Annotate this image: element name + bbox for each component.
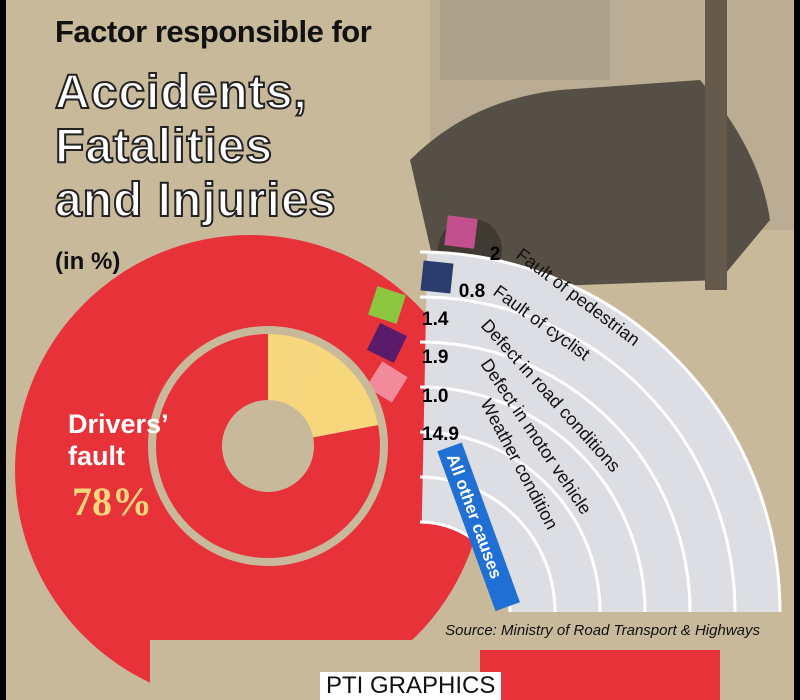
headline: and Injuries [54, 173, 337, 228]
donut-segment [276, 335, 298, 402]
category-label: Drivers’ fault [68, 409, 168, 471]
border [794, 0, 800, 700]
swatch [437, 442, 520, 612]
source: Source: Ministry of Road Transport & Hig… [445, 622, 760, 639]
value-label: 1.9 [422, 347, 448, 368]
footer: PTI GRAPHICS [320, 672, 502, 700]
donut-segment [273, 334, 288, 401]
donut [148, 326, 388, 566]
band [480, 650, 720, 700]
headline: Accidents, [54, 65, 308, 120]
fan-ring [419, 430, 602, 613]
headline: Fatalities [54, 119, 274, 174]
value-label: 2 [490, 244, 501, 265]
swatch [366, 322, 408, 364]
fan-ring [419, 385, 647, 613]
subtitle: (in %) [55, 248, 121, 275]
swatch [420, 260, 454, 294]
fan-ring [419, 295, 737, 613]
swatch [366, 361, 408, 403]
fan-bg [421, 252, 780, 612]
value-label: 1.4 [422, 309, 449, 330]
chart-title: Factor responsible for [55, 14, 372, 49]
value-label: 1.0 [422, 386, 448, 407]
swatch [368, 286, 406, 324]
value-label: 0.8 [459, 281, 485, 302]
swatch [444, 215, 478, 249]
donut-segment [155, 334, 380, 558]
car-photo [410, 0, 794, 290]
value-label: 78% [72, 479, 152, 524]
value-label: 14.9 [422, 424, 459, 445]
border [0, 0, 6, 700]
fan-ring [419, 250, 782, 613]
fan-ring [419, 340, 692, 613]
donut-segment [268, 334, 283, 401]
donut-segment [279, 337, 310, 404]
donut-segment [287, 344, 379, 438]
donut-segment [285, 342, 317, 405]
